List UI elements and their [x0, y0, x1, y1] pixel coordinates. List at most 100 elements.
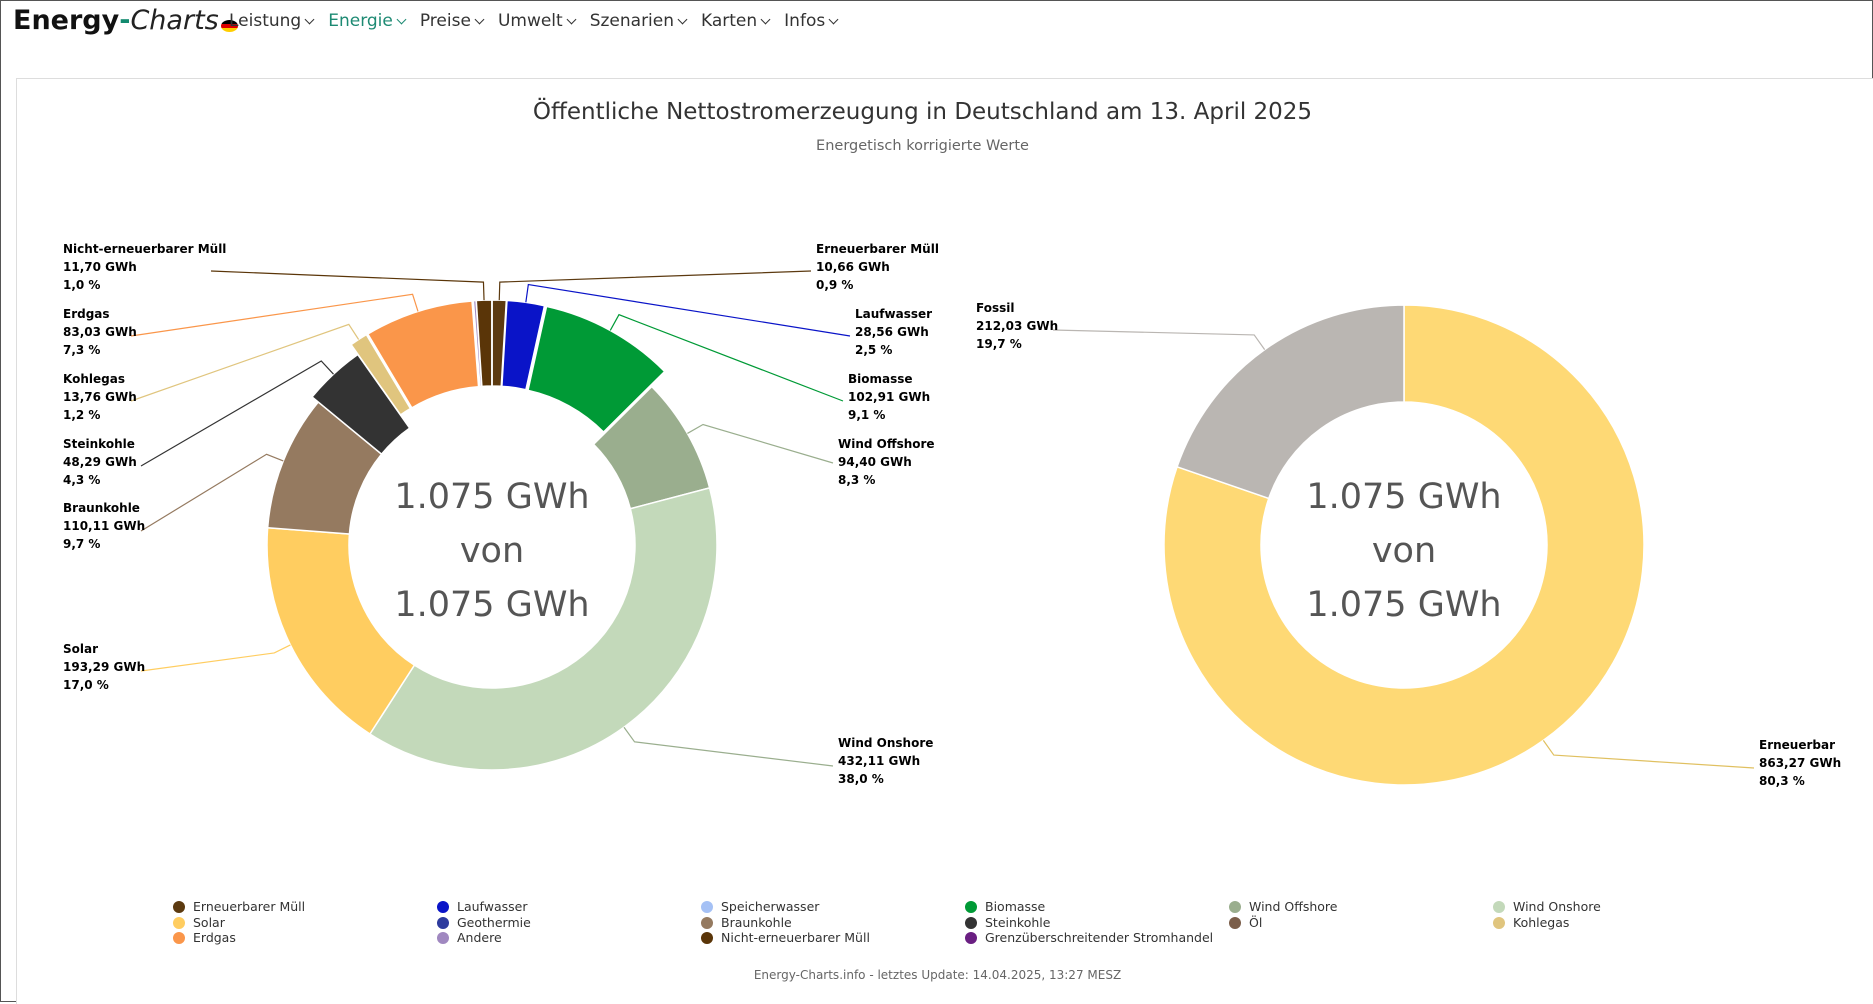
label-connector — [210, 270, 485, 301]
legend-item[interactable]: Solar — [173, 915, 225, 930]
data-label: Wind Offshore — [838, 437, 935, 451]
germany-flag-icon — [220, 20, 238, 32]
nav-item-karten[interactable]: Karten — [701, 11, 771, 31]
label-connector — [130, 323, 360, 402]
legend-swatch — [965, 932, 977, 944]
nav-item-infos[interactable]: Infos — [784, 11, 839, 31]
data-label: 193,29 GWh — [63, 660, 145, 674]
legend-swatch — [437, 916, 449, 929]
donut-chart-1: Erneuerbarer Müll 10,66 GWh 0,9 % Laufwasse… — [63, 242, 939, 786]
data-label: Kohlegas — [63, 372, 125, 386]
legend-item[interactable]: Wind Offshore — [1229, 899, 1337, 914]
data-label: 28,56 GWh — [855, 325, 929, 339]
center-total-text: von — [1372, 531, 1436, 571]
data-label: 38,0 % — [838, 772, 884, 786]
nav-item-label: Umwelt — [497, 11, 563, 31]
center-total-text: 1.075 GWh — [394, 585, 589, 625]
label-connector — [130, 293, 419, 337]
legend-item[interactable]: Geothermie — [437, 915, 531, 930]
legend-item[interactable]: Andere — [437, 930, 502, 945]
legend-swatch — [965, 901, 977, 913]
data-label: 48,29 GWh — [63, 455, 137, 469]
label-connector — [687, 423, 834, 464]
data-label: 13,76 GWh — [63, 390, 137, 404]
pie-slice[interactable] — [1176, 304, 1405, 500]
nav-item-leistung[interactable]: Leistung — [229, 11, 315, 31]
legend-swatch — [437, 932, 449, 944]
main-nav: Leistung Energie Preise Umwelt Szenarien Kart… — [229, 11, 852, 31]
legend-label: Braunkohle — [721, 914, 792, 930]
legend-item[interactable]: Kohlegas — [1493, 915, 1569, 930]
pie-slice[interactable] — [1163, 304, 1645, 786]
data-label: 1,0 % — [63, 278, 100, 292]
data-label: 1,2 % — [63, 408, 100, 422]
nav-item-szenarien[interactable]: Szenarien — [590, 11, 688, 31]
center-total-text: von — [460, 531, 524, 571]
label-connector — [525, 283, 851, 337]
legend-label: Laufwasser — [457, 899, 528, 914]
pie-slice[interactable] — [366, 300, 480, 409]
legend-swatch — [1493, 916, 1505, 929]
pie-slice[interactable] — [475, 299, 493, 388]
legend-item[interactable]: Speicherwasser — [701, 899, 819, 914]
legend-item[interactable]: Braunkohle — [701, 915, 792, 930]
legend-item[interactable]: Erdgas — [173, 930, 236, 945]
center-total-text: 1.075 GWh — [1306, 477, 1501, 517]
legend-swatch — [701, 932, 713, 944]
data-label: 0,9 % — [816, 278, 853, 292]
brand-text-dash: - — [119, 5, 131, 36]
pie-slice[interactable] — [350, 333, 412, 416]
legend-swatch — [173, 901, 185, 913]
legend-label: Nicht-erneuerbarer Müll — [721, 930, 870, 945]
pie-slice[interactable] — [501, 299, 546, 391]
donut-chart-2: Erneuerbar 863,27 GWh 80,3 % Fossil 212,03 G… — [976, 301, 1841, 788]
data-label: Biomasse — [848, 372, 913, 386]
brand-logo[interactable]: Energy-Charts — [13, 5, 238, 36]
legend-swatch — [1229, 901, 1241, 913]
legend-label: Andere — [457, 930, 502, 945]
label-connector — [140, 453, 284, 532]
legend-label: Wind Onshore — [1513, 899, 1601, 914]
legend-swatch — [1229, 916, 1241, 929]
pie-slice[interactable] — [527, 305, 666, 434]
legend-swatch — [173, 916, 185, 929]
legend-label: Öl — [1249, 914, 1263, 930]
nav-item-preise[interactable]: Preise — [420, 11, 485, 31]
data-label: Solar — [63, 642, 98, 656]
data-label: Nicht-erneuerbarer Müll — [63, 242, 226, 256]
data-label: 2,5 % — [855, 343, 892, 357]
data-label: 4,3 % — [63, 473, 100, 487]
label-connector — [140, 360, 334, 467]
legend-item[interactable]: Öl — [1229, 915, 1262, 930]
legend-label: Steinkohle — [985, 914, 1051, 930]
brand-text-energy: Energy — [13, 5, 120, 36]
data-label: 83,03 GWh — [63, 325, 137, 339]
legend-swatch — [701, 916, 713, 929]
data-label: 863,27 GWh — [1759, 756, 1841, 770]
label-connector — [1052, 329, 1266, 350]
label-connector — [140, 644, 291, 672]
legend-label: Wind Offshore — [1249, 899, 1338, 914]
legend-item[interactable]: Biomasse — [965, 899, 1045, 914]
data-label: 8,3 % — [838, 473, 875, 487]
legend-swatch — [173, 932, 185, 944]
data-label: 11,70 GWh — [63, 260, 137, 274]
nav-item-label: Karten — [701, 11, 758, 31]
legend-item[interactable]: Steinkohle — [965, 915, 1050, 930]
label-connector — [498, 270, 812, 301]
pie-slice[interactable] — [368, 486, 718, 771]
data-label: Erdgas — [63, 307, 110, 321]
data-label: 10,66 GWh — [816, 260, 890, 274]
legend-item[interactable]: Nicht-erneuerbarer Müll — [701, 930, 870, 945]
data-label: Erneuerbar — [1759, 738, 1835, 752]
nav-item-umwelt[interactable]: Umwelt — [497, 11, 577, 31]
legend-label: Speicherwasser — [721, 899, 820, 914]
data-label: 17,0 % — [63, 678, 109, 692]
legend-item[interactable]: Grenzüberschreitender Stromhandel — [965, 930, 1213, 945]
legend-item[interactable]: Erneuerbarer Müll — [173, 899, 305, 914]
legend-item[interactable]: Laufwasser — [437, 899, 527, 914]
nav-item-energie[interactable]: Energie — [328, 11, 407, 31]
legend-swatch — [437, 901, 449, 913]
legend-item[interactable]: Wind Onshore — [1493, 899, 1601, 914]
data-label: 9,1 % — [848, 408, 885, 422]
